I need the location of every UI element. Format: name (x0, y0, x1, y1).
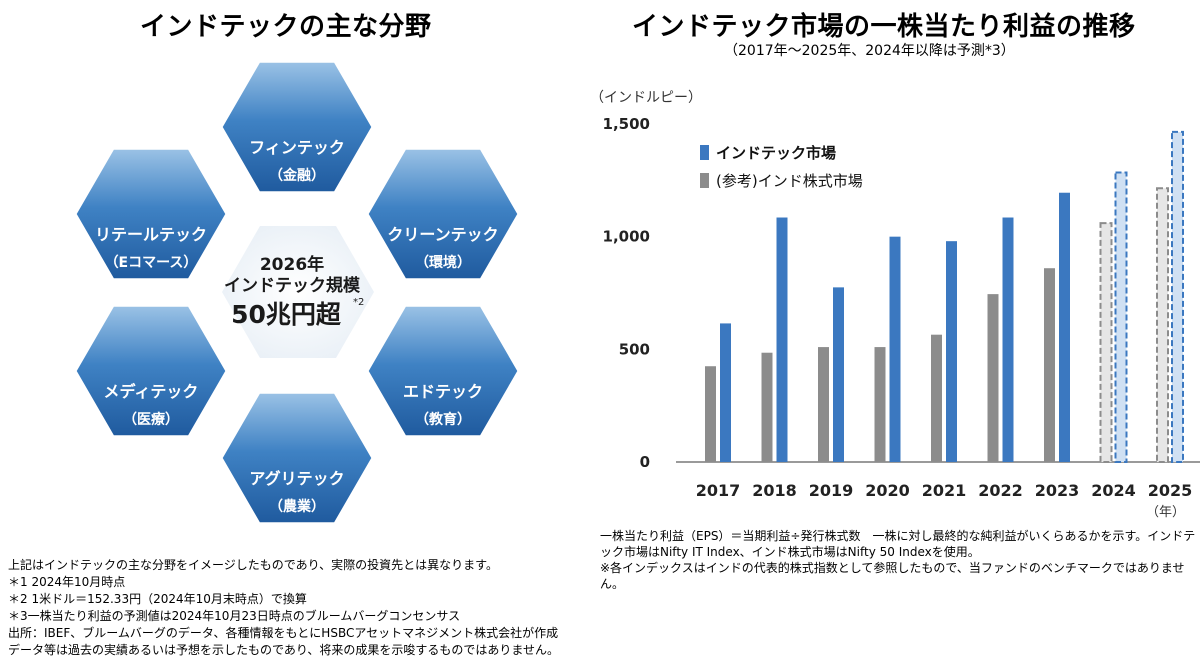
segment-sub: （医療） (123, 411, 179, 428)
x-tick-label: 2023 (1035, 481, 1080, 500)
segment-sub: （環境） (415, 254, 471, 271)
note-line: ＊1 2024年10月時点 (8, 575, 126, 589)
x-tick-label: 2018 (752, 481, 797, 500)
legend-swatch-tech (700, 145, 709, 160)
bar-market-2018 (761, 352, 773, 462)
x-tick-label: 2020 (865, 481, 910, 500)
segment-sub: （教育） (415, 411, 471, 428)
segment-name: アグリテック (249, 469, 344, 488)
bar-tech-2022 (1002, 217, 1014, 462)
x-tick-label: 2024 (1091, 481, 1136, 500)
notes-left: 上記はインドテックの主な分野をイメージしたものであり、実際の投資先とは異なります… (8, 557, 559, 659)
segment-sub: （農業） (269, 498, 325, 515)
bar-tech-2023 (1059, 192, 1070, 462)
segment-name: メディテック (104, 382, 199, 401)
bar-market-2025 (1156, 187, 1169, 463)
eps-chart: （インドルピー） 0 500 1,000 1,500 2017 2018 2019 2020… (590, 90, 1200, 520)
hexagon-shape (73, 303, 229, 439)
hex-fintech: フィンテック （金融） (219, 59, 375, 195)
bar-market-2024 (1099, 222, 1113, 463)
index-disclaimer-note: ※各インデックスはインドの代表的株式指数として参照したもので、当ファンドのベンチ… (600, 561, 1185, 591)
legend-swatch-market (700, 173, 709, 188)
center-hexagon (222, 226, 374, 358)
bar-tech-2025 (1171, 130, 1184, 464)
eps-definition-note: 一株当たり利益（EPS）＝当期利益÷発行株式数 一株に対し最終的な純利益がいくら… (600, 529, 1196, 559)
x-axis-unit: （年） (1146, 505, 1185, 520)
hex-agritech: アグリテック （農業） (219, 390, 375, 526)
legend: インドテック市場 (参考)インド株式市場 (700, 144, 863, 190)
x-tick-label: 2021 (922, 481, 967, 500)
segment-sub: （Eコマース） (105, 255, 198, 271)
bar-market-2017 (705, 366, 716, 462)
bar-tech-2017 (720, 323, 731, 462)
hex-edtech: エドテック （教育） (365, 303, 521, 439)
hexagon-shape (365, 303, 521, 439)
note-line: 出所：IBEF、ブルームバーグのデータ、各種情報をもとにHSBCアセットマネジメ… (8, 626, 559, 640)
bar-tech-2019 (833, 287, 844, 462)
center-footnote-mark: *2 (353, 297, 364, 308)
note-line: 上記はインドテックの主な分野をイメージしたものであり、実際の投資先とは異なります… (8, 558, 498, 572)
hex-retailtech: リテールテック （Eコマース） (73, 146, 229, 282)
x-tick-label: 2017 (696, 481, 741, 500)
hexagon-shape (219, 59, 375, 195)
tech-segments-diagram: フィンテック （金融） クリーンテック （環境） エドテック （教育） アグリテック （農業）… (73, 59, 521, 526)
bar-market-2020 (874, 347, 886, 462)
notes-right: 一株当たり利益（EPS）＝当期利益÷発行株式数 一株に対し最終的な純利益がいくら… (600, 528, 1198, 592)
bar-market-2019 (818, 347, 829, 462)
center-label: インドテック規模 (224, 275, 361, 296)
left-title: インドテックの主な分野 (140, 12, 432, 42)
y-tick-label: 1,000 (603, 228, 650, 246)
x-tick-label: 2025 (1148, 481, 1193, 500)
bar-market-2022 (987, 294, 999, 462)
legend-label-tech: インドテック市場 (716, 144, 836, 162)
hex-cleantech: クリーンテック （環境） (365, 146, 521, 282)
center-year: 2026年 (260, 254, 324, 275)
bar-tech-2020 (889, 236, 901, 462)
segment-name: フィンテック (249, 138, 345, 157)
hexagon-shape (219, 390, 375, 526)
segment-name: リテールテック (95, 225, 207, 244)
segment-sub: （金融） (269, 167, 325, 184)
x-tick-label: 2022 (978, 481, 1023, 500)
legend-label-market: (参考)インド株式市場 (716, 172, 863, 190)
segment-name: クリーンテック (387, 225, 498, 244)
note-line: ＊3一株当たり利益の予測値は2024年10月23日時点のブルームバーグコンセンサ… (8, 609, 461, 623)
segment-name: エドテック (403, 382, 483, 401)
y-axis-label: （インドルピー） (590, 90, 702, 106)
hexagon-shape (73, 146, 229, 282)
bar-tech-2018 (776, 217, 788, 462)
bar-market-2021 (931, 334, 942, 462)
bar-tech-2021 (946, 241, 957, 462)
chart-subtitle: （2017年～2025年、2024年以降は予測*3） (724, 43, 1015, 59)
y-tick-label: 0 (640, 453, 650, 471)
bar-market-2023 (1044, 268, 1055, 462)
y-tick-label: 500 (619, 340, 650, 358)
chart-title: インドテック市場の一株当たり利益の推移 (632, 12, 1136, 42)
y-tick-label: 1,500 (603, 115, 650, 133)
note-line: データ等は過去の実績あるいは予想を示したものであり、将来の成果を示唆するものでは… (8, 643, 560, 657)
hexagon-shape (365, 146, 521, 282)
center-value: 50兆円超 (231, 300, 342, 329)
bar-tech-2024 (1114, 171, 1128, 464)
note-line: ＊2 1米ドル＝152.33円（2024年10月末時点）で換算 (8, 592, 307, 606)
x-tick-label: 2019 (809, 481, 854, 500)
hex-meditech: メディテック （医療） (73, 303, 229, 439)
